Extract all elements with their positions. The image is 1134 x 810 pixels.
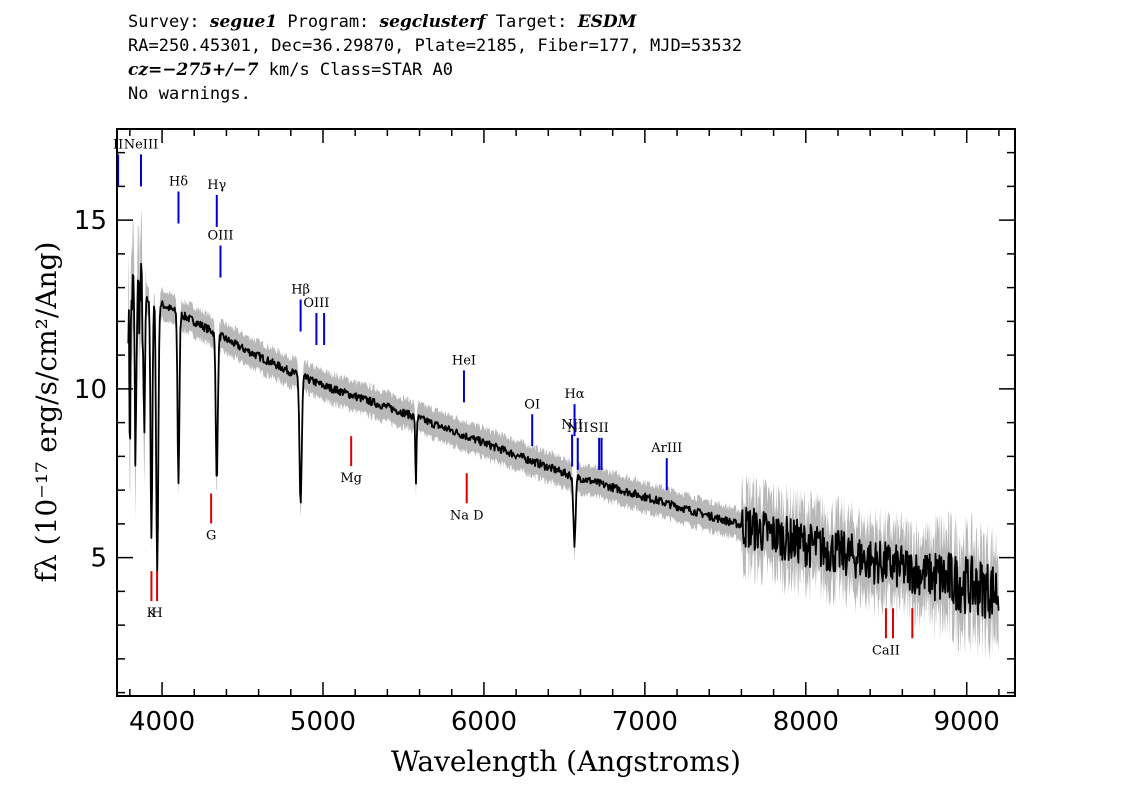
absorption-line-label: Mg <box>340 471 362 486</box>
header-line-survey: Survey: segue1 Program: segclusterf Targ… <box>128 12 637 32</box>
survey-value: segue1 <box>209 12 278 32</box>
y-axis-title: fλ (10⁻¹⁷ erg/s/cm²/Ang) <box>30 242 63 583</box>
y-tick-label: 10 <box>74 375 107 405</box>
x-tick-label: 7000 <box>612 707 678 737</box>
absorption-line-label: G <box>206 529 216 544</box>
x-tick-label: 5000 <box>290 707 356 737</box>
cz-value: −275+/−7 <box>162 60 259 80</box>
emission-line-label: ArIII <box>650 441 682 456</box>
emission-line-label: OIII <box>207 229 233 244</box>
flux-line <box>127 262 1000 619</box>
absorption-line-label: H <box>151 606 162 621</box>
axis-ticks <box>117 129 1015 696</box>
absorption-line-label: Na D <box>450 508 484 523</box>
header-line-coordinates: RA=250.45301, Dec=36.29870, Plate=2185, … <box>128 36 743 56</box>
spectrum-header: Survey: segue1 Program: segclusterf Targ… <box>128 10 742 106</box>
emission-line-label: NeIII <box>124 137 158 152</box>
emission-line-label: OIII <box>303 296 329 311</box>
emission-line-label: Hγ <box>207 178 226 193</box>
emission-line-label: II <box>113 137 123 152</box>
emission-line-label: NII <box>561 418 583 433</box>
emission-line-label: SII <box>590 421 609 436</box>
target-value: ESDM <box>577 12 637 32</box>
y-tick-label: 5 <box>90 544 107 574</box>
program-value: segclusterf <box>379 12 486 32</box>
emission-line-label: Hδ <box>169 175 188 190</box>
emission-line-label: HeI <box>452 353 476 368</box>
y-tick-label: 15 <box>74 206 107 236</box>
x-axis-title: Wavelength (Angstroms) <box>391 745 741 778</box>
x-tick-label: 8000 <box>773 707 839 737</box>
header-line-redshift: cz=−275+/−7 km/s Class=STAR A0 <box>128 60 453 80</box>
error-band-area <box>128 209 999 661</box>
emission-line-label: Hα <box>564 387 584 402</box>
error-band <box>128 209 999 661</box>
flux-series <box>127 262 1000 619</box>
emission-line-label: OI <box>524 397 540 412</box>
absorption-line-label: K <box>147 606 157 621</box>
header-line-warnings: No warnings. <box>128 84 251 104</box>
emission-line-label: Hβ <box>291 283 310 298</box>
x-tick-label: 4000 <box>129 707 195 737</box>
absorption-line-label: CaII <box>872 643 900 658</box>
plot-frame <box>116 128 1016 697</box>
emission-line-label: NII <box>567 421 589 436</box>
x-tick-label: 9000 <box>934 707 1000 737</box>
axis-tick-labels: 4000 5000 6000 7000 8000 9000 5 10 15 <box>74 206 1000 737</box>
x-tick-label: 6000 <box>451 707 517 737</box>
